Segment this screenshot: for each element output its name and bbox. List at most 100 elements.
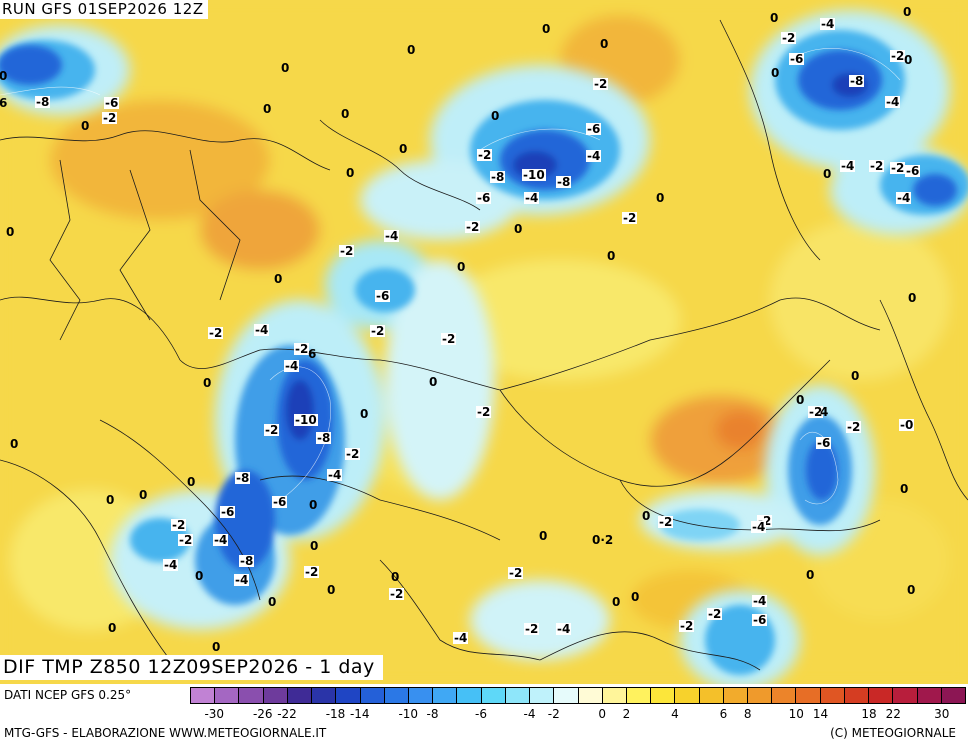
contour-label: 0 [851, 369, 860, 383]
colorbar-tick-label: 4 [671, 707, 679, 721]
contour-label: 0 [108, 621, 117, 635]
contour-label: -2 [658, 515, 674, 529]
contour-label: -2 [465, 220, 481, 234]
contour-label: 0 [903, 5, 912, 19]
contour-label: -2 [339, 244, 355, 258]
contour-label: 0 [631, 590, 640, 604]
colorbar-tick-label: 8 [743, 707, 752, 721]
contour-label: -2 [781, 31, 797, 45]
contour-label: -6 [905, 164, 921, 178]
contour-label: -6 [272, 495, 288, 509]
colorbar-swatch [796, 688, 821, 703]
contour-label: -2 [441, 332, 457, 346]
colorbar-swatch [433, 688, 458, 703]
contour-label: -4 [524, 191, 540, 205]
contour-label: 0 [904, 53, 913, 67]
contour-label: -2 [622, 211, 638, 225]
colorbar-tick-label: -30 [204, 707, 225, 721]
colorbar-tick-label: 6 [719, 707, 728, 721]
contour-label: 0 [268, 595, 277, 609]
colorbar-swatch [215, 688, 240, 703]
contour-label: 0 [823, 167, 832, 181]
contour-label: -4 [896, 191, 912, 205]
contour-label: 0 [407, 43, 416, 57]
contour-label: 0 [542, 22, 551, 36]
colorbar-tick-label: 14 [812, 707, 829, 721]
colorbar-swatch [675, 688, 700, 703]
contour-label: 0 [457, 260, 466, 274]
contour-label: 0 [600, 37, 609, 51]
colorbar-swatch [772, 688, 797, 703]
contour-label: 0 [900, 482, 909, 496]
contour-label: -2 [294, 342, 310, 356]
colorbar-tick-label: -2 [547, 707, 560, 721]
contour-label: 0 [139, 488, 148, 502]
contour-label: -2 [890, 49, 906, 63]
contour-label: -2 [890, 161, 906, 175]
contour-label: -2 [345, 447, 361, 461]
contour-label: -8 [35, 95, 51, 109]
contour-label: -4 [327, 468, 343, 482]
colorbar-tick-label: -22 [277, 707, 297, 721]
colorbar-tick-label: 2 [622, 707, 631, 721]
contour-label: 0 [429, 375, 438, 389]
contour-label: -8 [316, 431, 332, 445]
contour-label: 0 [642, 509, 651, 523]
contour-label: -2 [178, 533, 194, 547]
colorbar-swatch [941, 688, 965, 703]
contour-label: -6 [476, 191, 492, 205]
contour-label: -2 [477, 148, 493, 162]
contour-label: 0 [341, 107, 350, 121]
contour-label: -0 [899, 418, 915, 432]
contour-label: -6 [789, 52, 805, 66]
colorbar-swatch [287, 688, 313, 703]
contour-label: -4 [384, 229, 400, 243]
contour-label: -6 [220, 505, 236, 519]
contour-label: -2 [264, 423, 280, 437]
contour-label: -4 [234, 573, 250, 587]
contour-label: 0 [0, 69, 8, 83]
contour-label: -2 [524, 622, 540, 636]
colorbar-tick-label: -18 [325, 707, 346, 721]
contour-label: -2 [304, 565, 320, 579]
colorbar-swatch [360, 688, 385, 703]
colorbar-swatch [602, 688, 627, 703]
contour-label: 0 [310, 539, 319, 553]
colorbar-tick-label: 10 [788, 707, 804, 721]
colorbar-swatch [844, 688, 870, 703]
contour-label: -2 [208, 326, 224, 340]
contour-label: 0 [187, 475, 196, 489]
contour-label: 0 [346, 166, 355, 180]
colorbar-swatch [869, 688, 894, 703]
contour-label: -2 [389, 587, 405, 601]
contour-label: -6 [816, 436, 832, 450]
colorbar-tick-label: -26 [252, 707, 273, 721]
colorbar-swatch [626, 688, 652, 703]
contour-label: -6 [752, 613, 768, 627]
contour-label: -10 [294, 413, 318, 427]
contour-label: -6 [104, 96, 120, 110]
colorbar-swatch [505, 688, 531, 703]
contour-label: 0 [491, 109, 500, 123]
contour-label: 6 [308, 347, 317, 361]
contour-label: -4 [453, 631, 469, 645]
contour-label: 0 [263, 102, 272, 116]
contour-label: -2 [102, 111, 118, 125]
contour-label: 0·2 [592, 533, 614, 547]
colorbar-tick-label: 0 [598, 707, 607, 721]
colorbar-swatch [748, 688, 773, 703]
contour-label: 0 [309, 498, 318, 512]
contour-label: 0 [771, 66, 780, 80]
colorbar-swatch [191, 688, 216, 703]
contour-label: 0 [607, 249, 616, 263]
contour-label: 0 [907, 583, 916, 597]
colorbar-swatch [263, 688, 288, 703]
contour-label: 0 [656, 191, 665, 205]
temperature-field [0, 0, 968, 684]
contour-label: -8 [556, 175, 572, 189]
contour-label: 0 [360, 407, 369, 421]
colorbar-swatch [699, 688, 724, 703]
colorbar-swatch [723, 688, 749, 703]
contour-label: -4 [213, 533, 229, 547]
